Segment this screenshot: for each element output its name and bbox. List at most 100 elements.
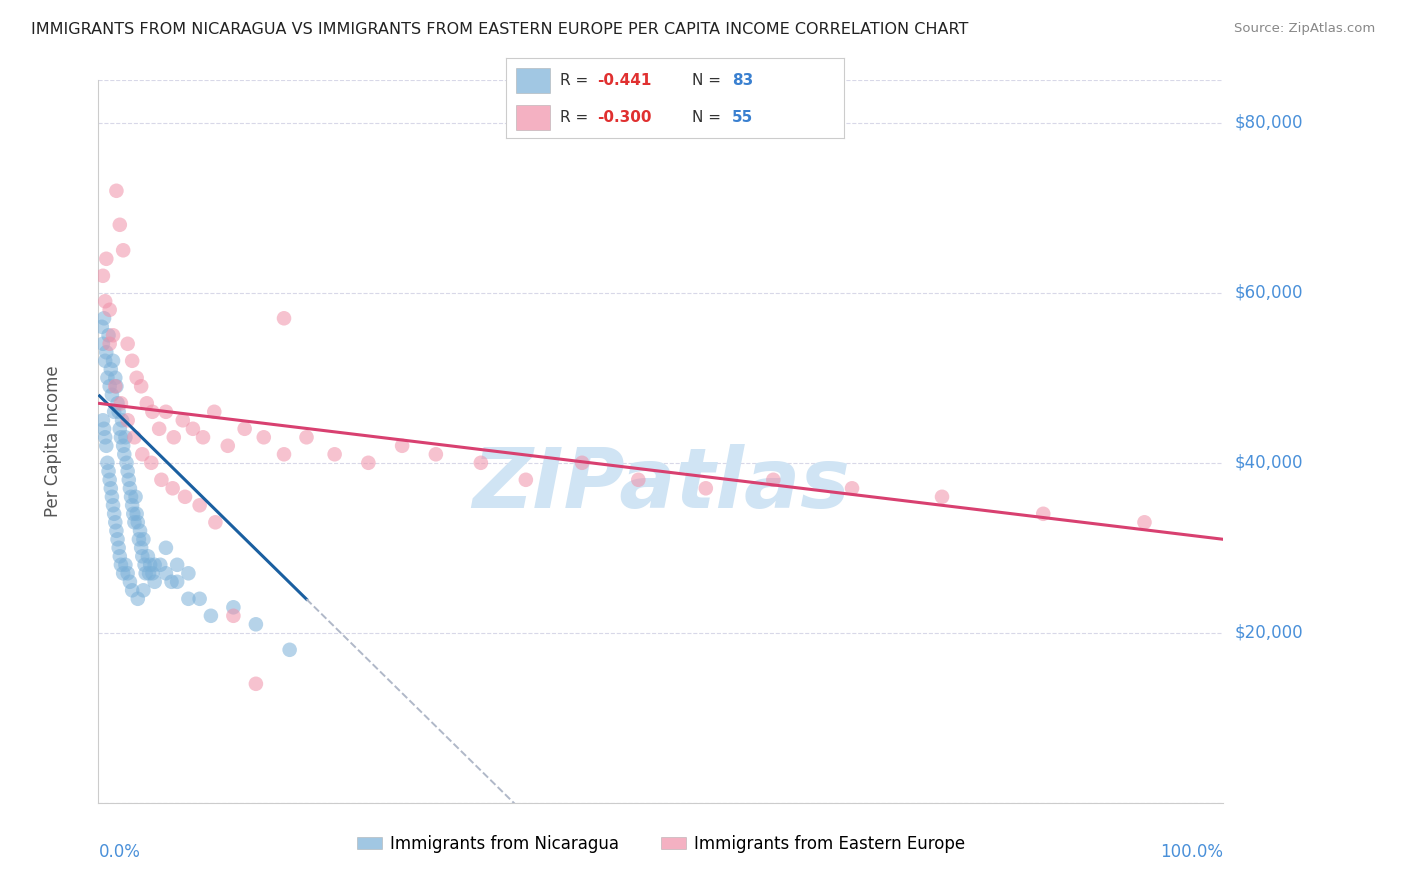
Text: Source: ZipAtlas.com: Source: ZipAtlas.com <box>1234 22 1375 36</box>
Point <box>121 498 143 512</box>
Point <box>571 456 593 470</box>
Point <box>121 353 143 368</box>
Point <box>166 558 188 572</box>
Point <box>131 447 153 461</box>
Point <box>149 558 172 572</box>
Point <box>112 244 135 258</box>
Text: $60,000: $60,000 <box>1234 284 1303 301</box>
Point <box>139 558 162 572</box>
Point <box>172 413 194 427</box>
Text: 0.0%: 0.0% <box>98 843 141 861</box>
Point <box>94 294 117 309</box>
Point <box>124 490 146 504</box>
Point <box>134 558 156 572</box>
Point <box>143 558 166 572</box>
Point <box>97 464 120 478</box>
Point <box>118 481 141 495</box>
Point <box>103 405 125 419</box>
Point <box>107 396 129 410</box>
Legend: Immigrants from Nicaragua, Immigrants from Eastern Europe: Immigrants from Nicaragua, Immigrants fr… <box>350 828 972 860</box>
Point <box>202 405 225 419</box>
Point <box>110 430 132 444</box>
Point <box>105 184 128 198</box>
FancyBboxPatch shape <box>516 68 550 94</box>
Point <box>101 353 124 368</box>
Text: N =: N = <box>692 73 725 88</box>
Point <box>391 439 413 453</box>
Point <box>245 677 267 691</box>
Point <box>104 516 127 530</box>
Point <box>125 507 148 521</box>
Text: 55: 55 <box>733 110 754 125</box>
Point <box>204 516 226 530</box>
Point <box>94 353 117 368</box>
Point <box>125 371 148 385</box>
Point <box>155 405 177 419</box>
Point <box>91 413 114 427</box>
Point <box>323 447 346 461</box>
Point <box>96 345 118 359</box>
Point <box>222 608 245 623</box>
Point <box>1133 516 1156 530</box>
Point <box>121 583 143 598</box>
Point <box>162 481 184 495</box>
Point <box>627 473 650 487</box>
Point <box>122 507 145 521</box>
Point <box>108 549 131 564</box>
Point <box>141 566 163 581</box>
Point <box>245 617 267 632</box>
Point <box>101 498 124 512</box>
Point <box>118 473 141 487</box>
Point <box>108 422 131 436</box>
Point <box>91 336 114 351</box>
Point <box>120 490 142 504</box>
Point <box>114 430 136 444</box>
Point <box>112 439 135 453</box>
Point <box>155 541 177 555</box>
Point <box>96 252 118 266</box>
Point <box>98 473 121 487</box>
Point <box>114 558 136 572</box>
Point <box>105 524 128 538</box>
Point <box>188 498 211 512</box>
Point <box>177 591 200 606</box>
Point <box>132 533 155 547</box>
Point <box>135 396 157 410</box>
Point <box>278 642 301 657</box>
Point <box>107 541 129 555</box>
Point <box>177 566 200 581</box>
Point <box>695 481 717 495</box>
Point <box>104 379 127 393</box>
Point <box>103 507 125 521</box>
Point <box>425 447 447 461</box>
Point <box>111 413 134 427</box>
Point <box>273 311 295 326</box>
Point <box>470 456 492 470</box>
Point <box>98 336 121 351</box>
Point <box>117 413 139 427</box>
Point <box>166 574 188 589</box>
Text: Per Capita Income: Per Capita Income <box>45 366 62 517</box>
Point <box>91 268 114 283</box>
Point <box>148 422 170 436</box>
Point <box>128 533 150 547</box>
Text: 100.0%: 100.0% <box>1160 843 1223 861</box>
Point <box>222 600 245 615</box>
Point <box>100 362 122 376</box>
Point <box>131 549 153 564</box>
Text: ZIPatlas: ZIPatlas <box>472 444 849 525</box>
Point <box>129 524 152 538</box>
Point <box>112 447 135 461</box>
Point <box>110 396 132 410</box>
Point <box>295 430 318 444</box>
Point <box>96 371 118 385</box>
Point <box>118 574 141 589</box>
Point <box>108 218 131 232</box>
Point <box>101 490 124 504</box>
Point <box>141 405 163 419</box>
Point <box>117 464 139 478</box>
Point <box>94 430 117 444</box>
Point <box>931 490 953 504</box>
Point <box>174 490 197 504</box>
Point <box>163 430 186 444</box>
